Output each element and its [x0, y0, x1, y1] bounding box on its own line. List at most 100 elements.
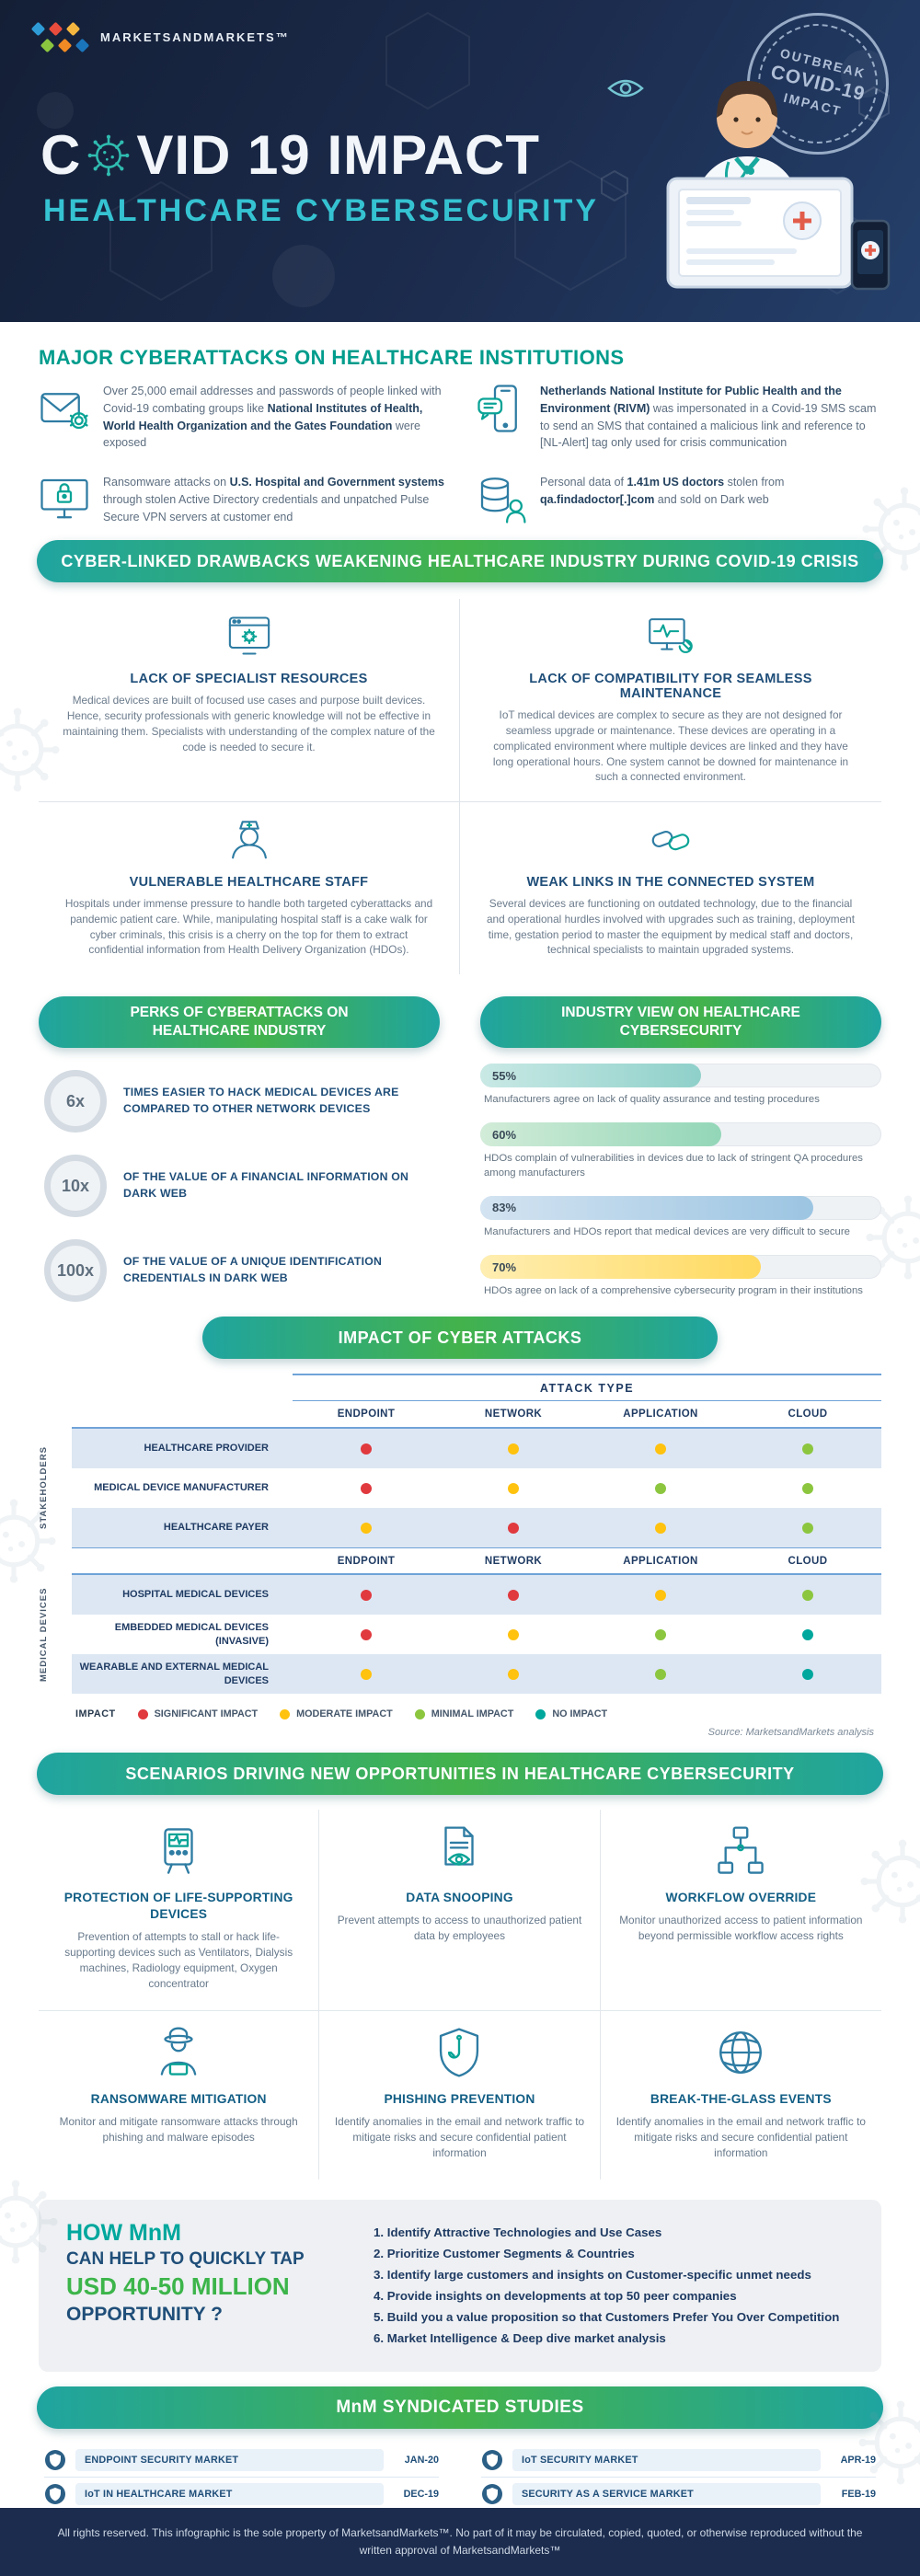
impact-dot-minimal — [802, 1522, 813, 1534]
medical-phone — [850, 219, 891, 291]
perk-multiplier: 100x — [44, 1239, 107, 1302]
drawback-text: Hospitals under immense pressure to hand… — [64, 897, 433, 957]
how-heading-line1: HOW MnM — [66, 2220, 181, 2247]
ransomware-attack-icon — [40, 478, 88, 519]
legend-item: NO IMPACT — [535, 1708, 607, 1719]
stakeholders-group-label: STAKEHOLDERS — [39, 1446, 49, 1530]
impact-cell — [587, 1468, 734, 1508]
how-point: Identify Attractive Technologies and Use… — [374, 2225, 854, 2241]
industry-view-banner: INDUSTRY VIEW ON HEALTHCARE CYBERSECURIT… — [480, 996, 881, 1048]
attack-item: Personal data of 1.41m US doctors stolen… — [476, 474, 881, 525]
medical-devices-group-label: MEDICAL DEVICES — [39, 1587, 49, 1682]
logo-mark — [30, 21, 90, 53]
drawback-title: VULNERABLE HEALTHCARE STAFF — [129, 875, 369, 890]
impact-cell — [293, 1615, 440, 1654]
stat-bar-caption: Manufacturers and HDOs report that medic… — [484, 1225, 850, 1237]
impact-dot-minimal — [655, 1668, 666, 1680]
drawback-title: WEAK LINKS IN THE CONNECTED SYSTEM — [526, 875, 815, 890]
impact-section: IMPACT OF CYBER ATTACKS STAKEHOLDERS MED… — [0, 1317, 920, 1738]
monitor — [666, 177, 854, 289]
source-note: Source: MarketsandMarkets analysis — [707, 1727, 874, 1738]
impact-cell — [734, 1508, 881, 1547]
impact-dot-moderate — [655, 1522, 666, 1534]
attack-type-header: ATTACK TYPE — [293, 1374, 881, 1401]
cyberattacks-section: MAJOR CYBERATTACKS ON HEALTHCARE INSTITU… — [0, 346, 920, 525]
stat-bar-caption: HDOs complain of vulnerabilities in devi… — [484, 1153, 863, 1179]
study-date: APR-19 — [840, 2455, 876, 2467]
drawbacks-grid: LACK OF SPECIALIST RESOURCES Medical dev… — [39, 599, 881, 974]
how-heading-line2: CAN HELP TO QUICKLY TAP — [66, 2249, 305, 2270]
how-point: Provide insights on developments at top … — [374, 2288, 854, 2305]
perks-column: PERKS OF CYBERATTACKS ON HEALTHCARE INDU… — [39, 996, 440, 1302]
impact-legend: IMPACT SIGNIFICANT IMPACT MODERATE IMPAC… — [75, 1708, 881, 1719]
impact-cell — [587, 1575, 734, 1615]
scenario-title: RANSOMWARE MITIGATION — [90, 2092, 267, 2107]
section-heading-cyberattacks: MAJOR CYBERATTACKS ON HEALTHCARE INSTITU… — [39, 346, 625, 369]
column-header: APPLICATION — [623, 1409, 698, 1420]
drawback-text: Several devices are functioning on outda… — [486, 897, 856, 957]
impact-dot-significant — [361, 1443, 372, 1455]
column-header: ENDPOINT — [337, 1555, 396, 1567]
how-heading-line4: OPPORTUNITY ? — [66, 2304, 223, 2326]
impact-cell — [734, 1468, 881, 1508]
impact-cell — [293, 1654, 440, 1694]
stat-bar-item: 70% HDOs agree on lack of a comprehensiv… — [480, 1255, 881, 1298]
scenario-item: PHISHING PREVENTION Identify anomalies i… — [319, 2011, 601, 2180]
how-point: Market Intelligence & Deep dive market a… — [374, 2330, 854, 2347]
impact-cell — [587, 1615, 734, 1654]
study-badge-icon — [45, 2484, 65, 2505]
impact-cell — [440, 1615, 587, 1654]
row-label: HEALTHCARE PAYER — [163, 1522, 269, 1534]
how-point: Identify large customers and insights on… — [374, 2267, 854, 2283]
impact-dot-significant — [508, 1589, 519, 1601]
virus-decoration — [0, 1490, 64, 1592]
impact-cell — [293, 1468, 440, 1508]
impact-cell — [440, 1468, 587, 1508]
impact-cell — [734, 1575, 881, 1615]
stat-bar-fill: 60% — [480, 1122, 721, 1147]
email-breach-icon — [40, 393, 88, 430]
scenario-item: DATA SNOOPING Prevent attempts to access… — [319, 1810, 601, 2012]
seamless-maintenance-icon — [649, 618, 693, 654]
attack-text: Ransomware attacks on U.S. Hospital and … — [103, 476, 444, 523]
footer: All rights reserved. This infographic is… — [0, 2508, 920, 2576]
study-name: IoT SECURITY MARKET — [512, 2449, 821, 2472]
studies-banner: MnM SYNDICATED STUDIES — [37, 2386, 883, 2430]
impact-dot-moderate — [361, 1522, 372, 1534]
table-row: MEDICAL DEVICE MANUFACTURER — [72, 1468, 881, 1508]
data-theft-icon — [480, 477, 526, 523]
study-badge-icon — [482, 2450, 502, 2471]
stat-bar-fill: 83% — [480, 1195, 813, 1220]
impact-dot-significant — [361, 1482, 372, 1494]
break-the-glass-icon — [719, 2031, 763, 2075]
impact-cell — [587, 1654, 734, 1694]
eye-icon — [607, 79, 644, 98]
minimal-impact-dot — [414, 1708, 425, 1719]
scenario-item: WORKFLOW OVERRIDE Monitor unauthorized a… — [600, 1810, 881, 2012]
study-name: ENDPOINT SECURITY MARKET — [75, 2449, 384, 2472]
stat-bar-value: 60% — [492, 1127, 517, 1142]
impact-cell — [293, 1429, 440, 1468]
stat-bar-item: 60% HDOs complain of vulnerabilities in … — [480, 1122, 881, 1180]
specialist-resources-icon — [228, 616, 270, 655]
phishing-prevention-icon — [440, 2028, 479, 2077]
scenario-text: Monitor and mitigate ransomware attacks … — [59, 2115, 298, 2145]
impact-cell — [293, 1575, 440, 1615]
column-header: APPLICATION — [623, 1555, 698, 1567]
impact-cell — [440, 1508, 587, 1547]
scenario-title: WORKFLOW OVERRIDE — [665, 1891, 817, 1904]
perk-text: OF THE VALUE OF A FINANCIAL INFORMATION … — [123, 1170, 409, 1200]
column-header: ENDPOINT — [337, 1409, 396, 1420]
virus-decoration — [850, 2392, 920, 2493]
impact-dot-moderate — [655, 1443, 666, 1455]
legend-label: SIGNIFICANT IMPACT — [154, 1708, 259, 1719]
row-label: EMBEDDED MEDICAL DEVICES (INVASIVE) — [114, 1622, 269, 1647]
industry-view-column: INDUSTRY VIEW ON HEALTHCARE CYBERSECURIT… — [480, 996, 881, 1302]
virus-decoration — [0, 699, 68, 800]
logo-text: MARKETSANDMARKETS™ — [100, 30, 290, 44]
scenario-text: Prevention of attempts to stall or hack … — [64, 1929, 293, 1991]
logo: MARKETSANDMARKETS™ — [30, 21, 290, 53]
stat-bar-fill: 70% — [480, 1255, 762, 1279]
drawback-item: WEAK LINKS IN THE CONNECTED SYSTEM Sever… — [460, 802, 881, 974]
perk-multiplier: 10x — [44, 1155, 107, 1217]
